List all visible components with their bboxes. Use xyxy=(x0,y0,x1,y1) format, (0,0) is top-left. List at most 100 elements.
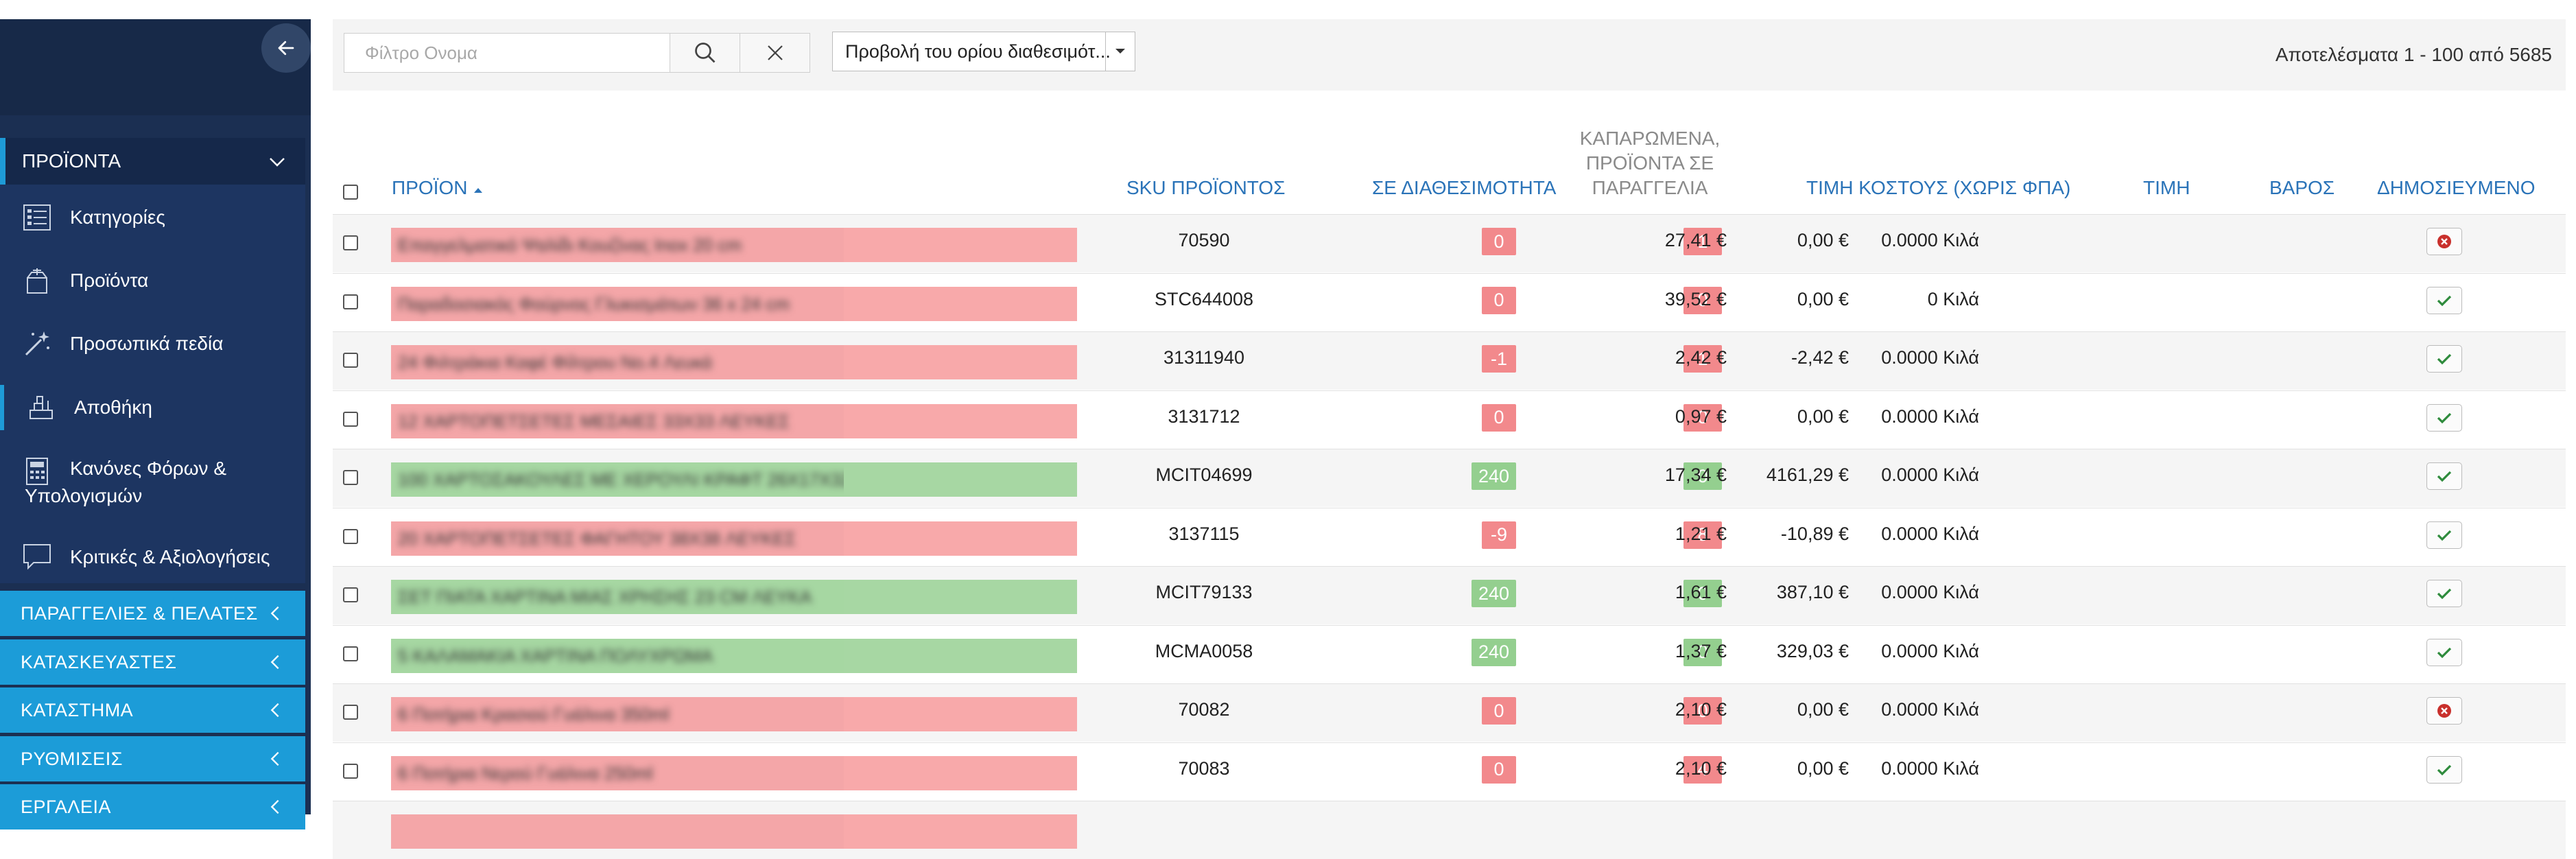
availability-select[interactable]: Προβολή του ορίου διαθεσιμότ... xyxy=(832,32,1135,71)
available-badge: 240 xyxy=(1471,580,1516,607)
column-sku[interactable]: SKU ΠΡΟΪΟΝΤΟΣ xyxy=(1126,177,1286,198)
menu-manufacturers[interactable]: ΚΑΤΑΣΚΕΥΑΣΤΕΣ xyxy=(0,639,305,685)
weight: 0.0000 Κιλά xyxy=(1881,699,1979,720)
product-name-cell[interactable]: ΣΕΤ ΠΙΑΤΑ ΧΑΡΤΙΝΑ ΜΙΑΣ ΧΡΗΣΗΣ 23 CM ΛΕΥΚ… xyxy=(391,580,1077,614)
published-toggle[interactable] xyxy=(2426,697,2462,725)
product-name-cell[interactable]: 20 ΧΑΡΤΟΠΕΤΣΕΤΕΣ ΦΑΓΗΤΟΥ 38X38 ΛΕΥΚΕΣ xyxy=(391,521,1077,556)
column-reserved-line3: ΠΑΡΑΓΓΕΛΙΑ xyxy=(1592,177,1708,198)
weight: 0.0000 Κιλά xyxy=(1881,347,1979,368)
product-name-fade xyxy=(844,462,1077,497)
sidebar: ΠΡΟΪΟΝΤΑ Κατηγορίες xyxy=(0,19,311,829)
menu-settings[interactable]: ΡΥΘΜΙΣΕΙΣ xyxy=(0,736,305,781)
submenu-products: Κατηγορίες Προϊόντα Προσωπι xyxy=(0,185,305,583)
row-checkbox[interactable] xyxy=(343,646,358,661)
published-toggle[interactable] xyxy=(2426,755,2462,784)
price: 0,00 € xyxy=(1797,757,1849,779)
sidebar-item-label: Κριτικές & Αξιολογήσεις xyxy=(70,546,270,567)
cost-price: 2,10 € xyxy=(1675,757,1727,779)
published-toggle[interactable] xyxy=(2426,580,2462,607)
sidebar-item-tax-rules[interactable]: Κανόνες Φόρων & Υπολογισμών xyxy=(0,452,305,514)
row-checkbox[interactable] xyxy=(343,705,358,720)
sidebar-item-label: Κανόνες Φόρων & xyxy=(70,458,227,479)
search-icon xyxy=(694,43,715,63)
table-row[interactable]: 12 ΧΑΡΤΟΠΕΤΣΕΤΕΣ ΜΕΣΑΙΕΣ 33X33 ΛΕΥΚΕΣ 313… xyxy=(333,390,2566,449)
clear-filter-button[interactable] xyxy=(740,33,810,73)
product-name-cell[interactable]: Παραδοσιακός Φούρνος Γλυκισμάτων 36 x 24… xyxy=(391,286,1077,321)
sidebar-item-label-line2: Υπολογισμών xyxy=(25,485,143,506)
check-icon xyxy=(2437,353,2452,365)
check-icon xyxy=(2437,588,2452,600)
product-sku: 70083 xyxy=(1178,757,1230,779)
product-name-cell[interactable]: 24 Φιλτράκια Καφέ Φίλτρου No.4 Λευκά xyxy=(391,345,1077,379)
menu-products[interactable]: ΠΡΟΪΟΝΤΑ xyxy=(0,138,305,185)
table-row[interactable]: Παραδοσιακός Φούρνος Γλυκισμάτων 36 x 24… xyxy=(333,272,2566,331)
menu-tools[interactable]: ΕΡΓΑΛΕΙΑ xyxy=(0,784,305,829)
product-name-cell[interactable]: 6 Ποτήρια Νερού Γυάλινα 250ml xyxy=(391,755,1077,790)
price: 387,10 € xyxy=(1776,582,1849,602)
row-checkbox[interactable] xyxy=(343,528,358,544)
column-weight[interactable]: ΒΑΡΟΣ xyxy=(2269,177,2335,198)
table-row[interactable]: 24 Φιλτράκια Καφέ Φίλτρου No.4 Λευκά 3131… xyxy=(333,331,2566,390)
reserved-badge: 0 xyxy=(1683,638,1722,666)
table-row[interactable]: 6 Ποτήρια Κρασιού Γυάλινα 350ml 70082 0 0 2,… xyxy=(333,683,2566,742)
row-checkbox[interactable] xyxy=(343,294,358,309)
published-toggle[interactable] xyxy=(2426,462,2462,490)
published-toggle[interactable] xyxy=(2426,345,2462,373)
name-filter-input[interactable] xyxy=(344,33,670,73)
column-cost[interactable]: ΤΙΜΗ ΚΟΣΤΟΥΣ (ΧΩΡΙΣ ΦΠΑ) xyxy=(1806,177,2071,198)
product-name-fade xyxy=(844,345,1077,379)
table-row[interactable] xyxy=(333,801,2566,859)
product-name-cell[interactable]: Επαγγελματικό Ψαλίδι Κουζίνας Inox 20 cm xyxy=(391,228,1077,262)
row-checkbox[interactable] xyxy=(343,470,358,485)
chevron-down-icon xyxy=(270,158,285,167)
reserved-badge: 0 xyxy=(1683,580,1722,607)
cross-circle-icon xyxy=(2437,235,2451,248)
column-available[interactable]: ΣΕ ΔΙΑΘΕΣΙΜΟΤΗΤΑ xyxy=(1372,177,1557,198)
sidebar-item-products[interactable]: Προϊόντα xyxy=(0,260,305,301)
product-name-fade xyxy=(844,814,1077,849)
table-row[interactable]: 20 ΧΑΡΤΟΠΕΤΣΕΤΕΣ ΦΑΓΗΤΟΥ 38X38 ΛΕΥΚΕΣ 313… xyxy=(333,507,2566,566)
product-name-cell[interactable]: 100 ΧΑΡΤΟΣΑΚΟΥΛΕΣ ΜΕ ΧΕΡΟΥΛΙ ΚΡΑΦΤ 26X17… xyxy=(391,462,1077,497)
published-toggle[interactable] xyxy=(2426,286,2462,314)
table-row[interactable]: 100 ΧΑΡΤΟΣΑΚΟΥΛΕΣ ΜΕ ΧΕΡΟΥΛΙ ΚΡΑΦΤ 26X17… xyxy=(333,449,2566,507)
column-reserved-line1: ΚΑΠΑΡΩΜΕΝΑ, xyxy=(1579,128,1721,149)
published-toggle[interactable] xyxy=(2426,403,2462,432)
product-name: Επαγγελματικό Ψαλίδι Κουζίνας Inox 20 cm xyxy=(398,235,742,255)
table-row[interactable]: ΣΕΤ ΠΙΑΤΑ ΧΑΡΤΙΝΑ ΜΙΑΣ ΧΡΗΣΗΣ 23 CM ΛΕΥΚ… xyxy=(333,566,2566,624)
product-name-cell[interactable]: 12 ΧΑΡΤΟΠΕΤΣΕΤΕΣ ΜΕΣΑΙΕΣ 33X33 ΛΕΥΚΕΣ xyxy=(391,403,1077,438)
row-checkbox[interactable] xyxy=(343,587,358,602)
product-name-cell[interactable]: 5 ΚΑΛΑΜΑΚΙΑ ΧΑΡΤΙΝΑ ΠΟΛΥΧΡΩΜΑ xyxy=(391,638,1077,673)
product-name-cell[interactable] xyxy=(391,814,1077,849)
comment-icon xyxy=(22,542,52,572)
table-row[interactable]: Επαγγελματικό Ψαλίδι Κουζίνας Inox 20 cm… xyxy=(333,214,2566,272)
cost-price: 39,52 € xyxy=(1664,288,1727,309)
price: 0,00 € xyxy=(1797,405,1849,427)
product-name-cell[interactable]: 6 Ποτήρια Κρασιού Γυάλινα 350ml xyxy=(391,697,1077,731)
sidebar-item-categories[interactable]: Κατηγορίες xyxy=(0,197,305,238)
table-row[interactable]: 5 ΚΑΛΑΜΑΚΙΑ ΧΑΡΤΙΝΑ ΠΟΛΥΧΡΩΜΑ MCMA0058 240… xyxy=(333,624,2566,683)
reserved-badge: 1 xyxy=(1683,228,1722,255)
row-checkbox[interactable] xyxy=(343,353,358,368)
menu-orders-customers[interactable]: ΠΑΡΑΓΓΕΛΙΕΣ & ΠΕΛΑΤΕΣ xyxy=(0,591,305,636)
column-product[interactable]: ΠΡΟΪΟΝ xyxy=(392,176,484,200)
sidebar-collapse-button[interactable] xyxy=(261,23,311,73)
sidebar-item-warehouse[interactable]: Αποθήκη xyxy=(0,385,305,430)
published-toggle[interactable] xyxy=(2426,638,2462,666)
column-published[interactable]: ΔΗΜΟΣΙΕΥΜΕΝΟ xyxy=(2377,177,2536,198)
sidebar-item-reviews[interactable]: Κριτικές & Αξιολογήσεις xyxy=(0,537,305,578)
caret-down-icon xyxy=(1105,32,1135,71)
menu-store[interactable]: ΚΑΤΑΣΤΗΜΑ xyxy=(0,687,305,733)
sidebar-item-custom-fields[interactable]: Προσωπικά πεδία xyxy=(0,323,305,364)
published-toggle[interactable] xyxy=(2426,521,2462,549)
row-checkbox[interactable] xyxy=(343,411,358,427)
weight: 0.0000 Κιλά xyxy=(1881,757,1979,779)
select-all-checkbox[interactable] xyxy=(343,185,358,200)
column-price[interactable]: ΤΙΜΗ xyxy=(2143,177,2190,198)
table-row[interactable]: 6 Ποτήρια Νερού Γυάλινα 250ml 70083 0 4 2,10… xyxy=(333,742,2566,801)
cross-circle-icon xyxy=(2437,704,2451,718)
row-checkbox[interactable] xyxy=(343,235,358,250)
price: 0,00 € xyxy=(1797,699,1849,720)
search-button[interactable] xyxy=(670,33,740,73)
row-checkbox[interactable] xyxy=(343,763,358,779)
published-toggle[interactable] xyxy=(2426,228,2462,255)
